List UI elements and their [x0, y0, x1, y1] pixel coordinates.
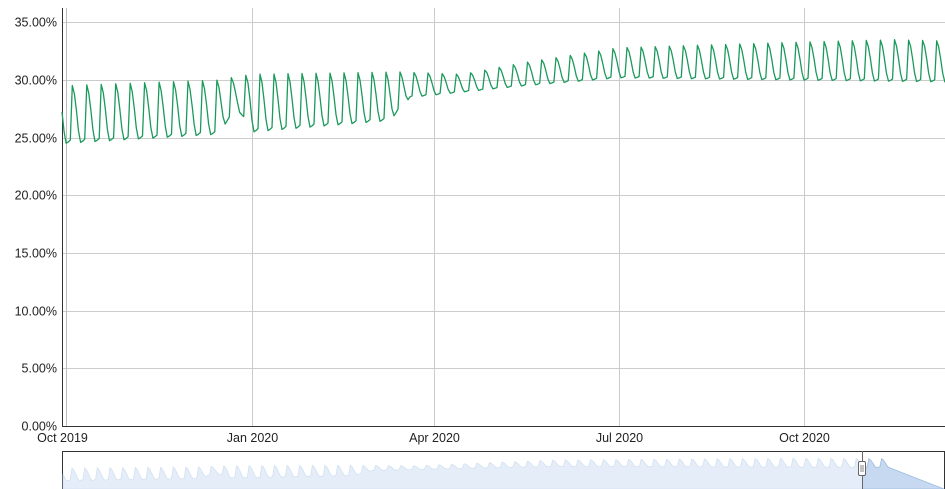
x-tick-label: Apr 2020	[409, 431, 460, 445]
x-tick-label: Oct 2020	[779, 431, 830, 445]
series-line	[61, 39, 945, 144]
x-tick-label: Jan 2020	[227, 431, 278, 445]
x-tick-label: Jul 2020	[596, 431, 643, 445]
x-axis-tick-labels: Oct 2019 Jan 2020 Apr 2020 Jul 2020 Oct 2020	[37, 431, 830, 445]
x-tick-label: Oct 2019	[37, 431, 88, 445]
y-tick-label: 25.00%	[15, 132, 57, 146]
y-tick-label: 5.00%	[22, 362, 57, 376]
y-tick-label: 35.00%	[15, 16, 57, 30]
axes	[62, 8, 945, 427]
navigator-mask-left	[63, 452, 862, 489]
y-tick-label: 0.00%	[22, 420, 57, 434]
series-lines	[61, 39, 945, 144]
y-tick-label: 15.00%	[15, 247, 57, 261]
range-navigator[interactable]	[62, 451, 945, 489]
y-axis-tick-labels: 0.00% 5.00% 10.00% 15.00% 20.00% 25.00% 30.00%…	[15, 16, 57, 434]
y-tick-label: 10.00%	[15, 305, 57, 319]
gridlines	[62, 8, 945, 426]
y-tick-label: 20.00%	[15, 189, 57, 203]
y-tick-label: 30.00%	[15, 74, 57, 88]
navigator-handle[interactable]	[858, 461, 866, 476]
